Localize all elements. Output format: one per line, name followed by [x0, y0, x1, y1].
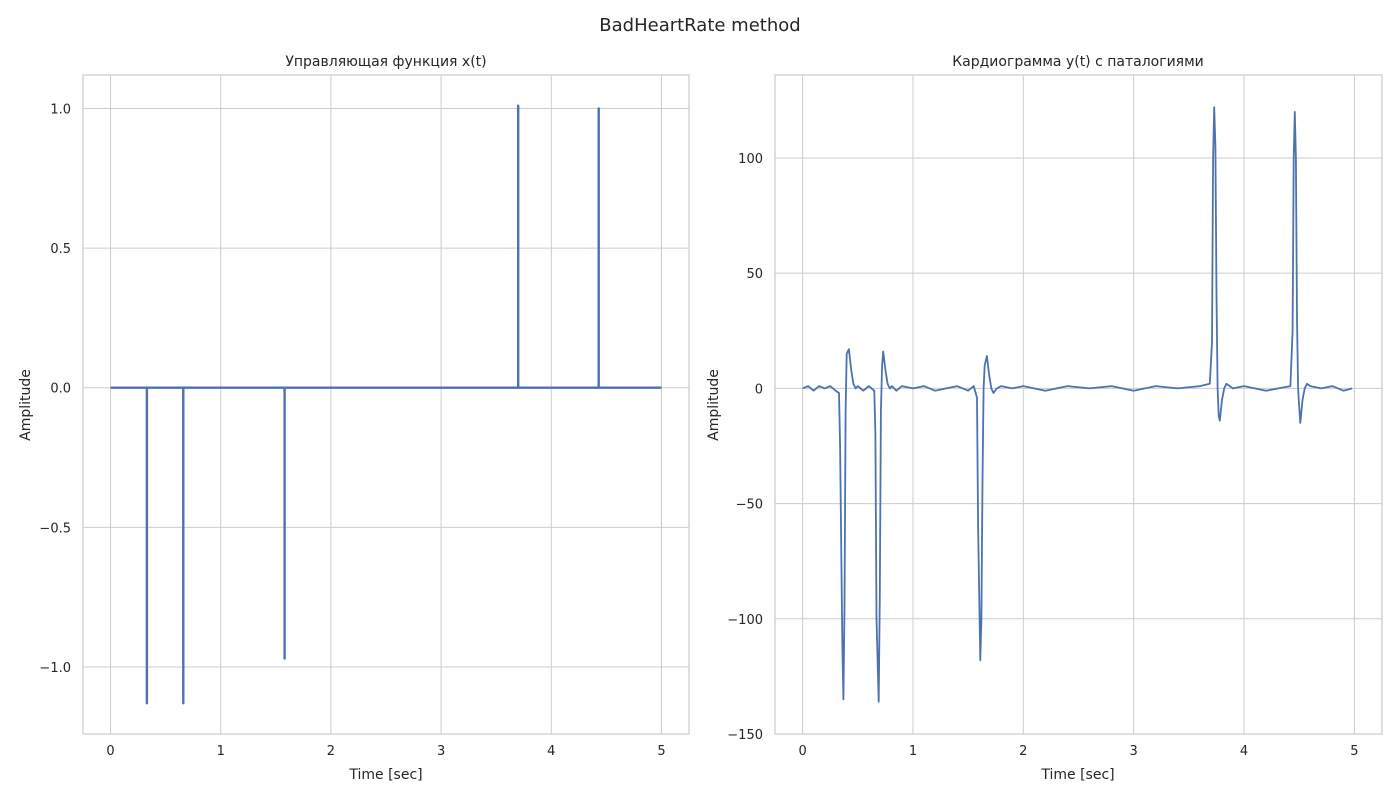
- y-tick-label: 50: [746, 267, 763, 282]
- y-tick-label: −150: [727, 728, 763, 743]
- y-tick-labels: −150 −100 −50 0 50 100: [727, 152, 763, 743]
- x-tick-label: 1: [217, 744, 225, 759]
- y-tick-label: −100: [727, 613, 763, 628]
- x-tick-label: 5: [1350, 744, 1358, 759]
- x-tick-labels: 0 1 2 3 4 5: [106, 744, 665, 759]
- axes-frame: [774, 74, 1383, 735]
- x-axis-label: Time [sec]: [1040, 767, 1114, 783]
- x-tick-label: 4: [1240, 744, 1248, 759]
- series-line: [110, 104, 662, 705]
- x-tick-label: 5: [657, 744, 665, 759]
- plot-lines: [110, 104, 662, 705]
- plot-lines: [802, 106, 1353, 703]
- x-tick-label: 0: [106, 744, 114, 759]
- y-tick-labels: −1.0 −0.5 0.0 0.5 1.0: [39, 103, 71, 676]
- subplot-control-function: 0 1 2 3 4 5 −1.0 −0.5 0.0 0.5 1.0 Управляющая фун…: [18, 54, 690, 783]
- axes-title: Кардиограмма y(t) с паталогиями: [952, 54, 1204, 70]
- x-tick-label: 2: [1019, 744, 1027, 759]
- grid-lines: [775, 75, 1382, 735]
- y-tick-label: −1.0: [39, 661, 71, 676]
- y-axis-label: Amplitude: [706, 369, 722, 441]
- x-axis-label: Time [sec]: [348, 767, 422, 783]
- axes-title: Управляющая функция x(t): [285, 54, 486, 70]
- x-tick-label: 4: [547, 744, 555, 759]
- y-tick-label: −50: [736, 498, 763, 513]
- y-axis-label: Amplitude: [18, 369, 34, 441]
- x-tick-label: 3: [437, 744, 445, 759]
- x-tick-label: 1: [909, 744, 917, 759]
- x-tick-label: 0: [798, 744, 806, 759]
- y-tick-label: 0.0: [50, 382, 71, 397]
- y-tick-label: 0: [755, 382, 763, 397]
- axes-frame: [82, 74, 690, 735]
- y-tick-label: −0.5: [39, 521, 71, 536]
- y-tick-label: 100: [738, 152, 763, 167]
- x-tick-label: 2: [327, 744, 335, 759]
- figure-title: BadHeartRate method: [599, 15, 800, 36]
- x-tick-label: 3: [1130, 744, 1138, 759]
- y-tick-label: 0.5: [50, 242, 71, 257]
- subplot-cardiogram: 0 1 2 3 4 5 −150 −100 −50 0 50 100 Кардиограмма y(…: [706, 54, 1383, 783]
- y-tick-label: 1.0: [50, 103, 71, 118]
- series-line: [802, 106, 1353, 703]
- x-tick-labels: 0 1 2 3 4 5: [798, 744, 1358, 759]
